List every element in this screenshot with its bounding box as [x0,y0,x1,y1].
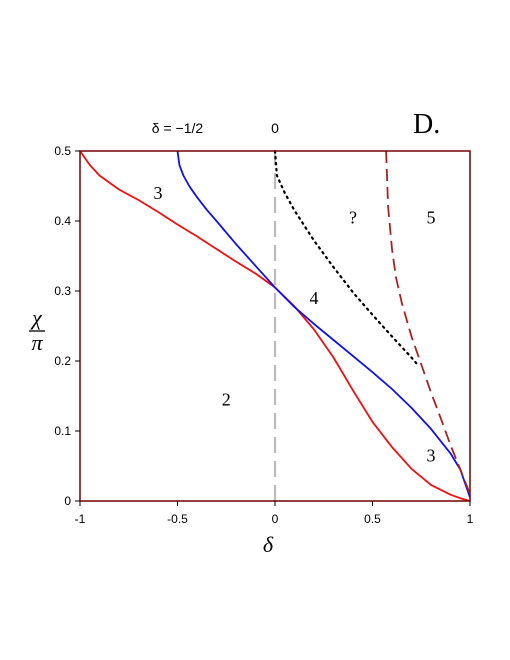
panel-label: D. [413,109,440,140]
region-label: 4 [310,288,319,308]
region-label: ? [349,208,357,228]
y-tick-label: 0.3 [54,284,71,298]
region-label: 3 [154,183,163,203]
x-tick-label: 0.5 [364,512,381,526]
series-line-4 [273,149,419,366]
y-axis-label-numerator: χ [30,305,43,330]
x-axis-label: δ [263,532,274,557]
series-line-2 [176,150,471,498]
x-tick-label: -0.5 [167,512,188,526]
y-tick-label: 0.1 [54,424,71,438]
y-tick-label: 0.5 [54,144,71,158]
x-tick-label: 1 [467,512,474,526]
region-label: 2 [222,390,231,410]
y-axis-label-denominator: π [31,330,43,355]
top-annotation: 0 [271,120,279,136]
x-tick-label: 0 [272,512,279,526]
region-label: 5 [427,208,436,228]
series-line-5 [385,150,471,495]
top-annotation: δ = −1/2 [152,120,204,136]
y-tick-label: 0 [64,494,71,508]
y-tick-label: 0.4 [54,214,71,228]
region-label: 3 [427,446,436,466]
x-tick-label: -1 [75,512,86,526]
y-tick-label: 0.2 [54,354,71,368]
